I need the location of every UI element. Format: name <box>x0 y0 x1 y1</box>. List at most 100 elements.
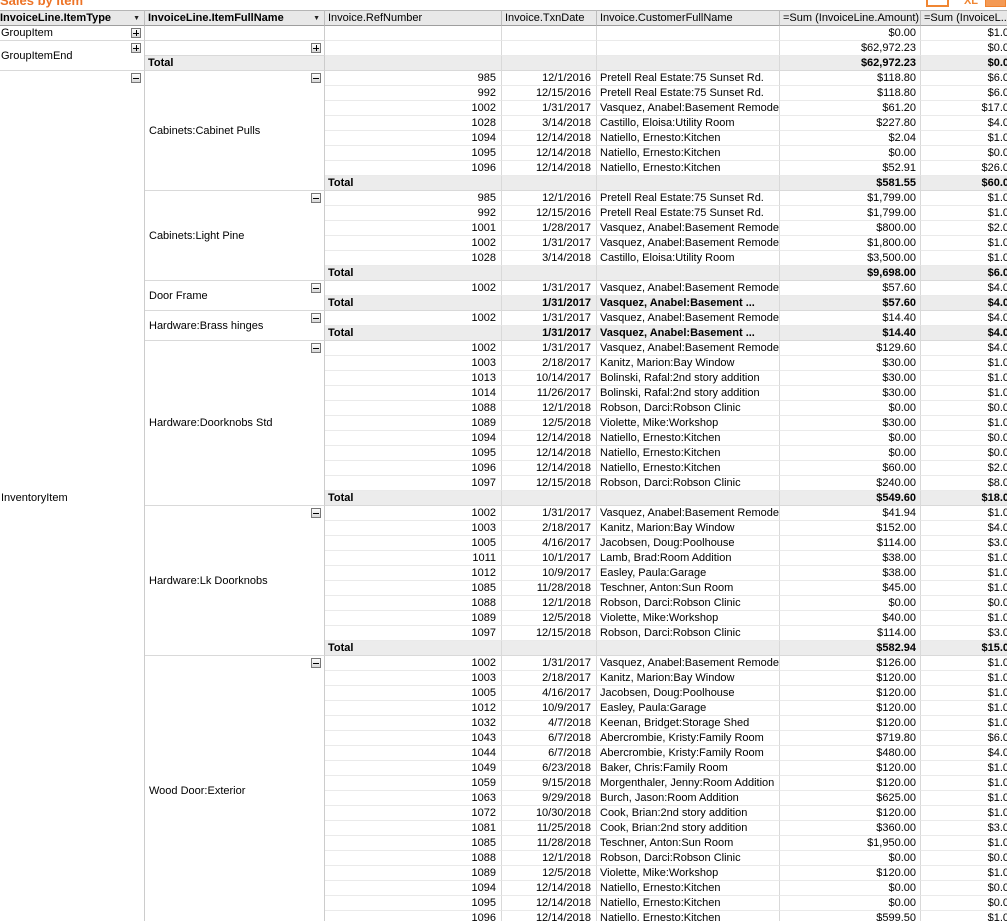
column-header-1[interactable]: InvoiceLine.ItemType ▼ <box>0 10 145 26</box>
customer-cell[interactable]: Vasquez, Anabel:Basement Remodel <box>597 506 780 521</box>
txn-date-cell[interactable]: 12/14/2018 <box>502 461 597 476</box>
customer-cell[interactable]: Easley, Paula:Garage <box>597 701 780 716</box>
txn-date-cell[interactable]: 12/1/2018 <box>502 401 597 416</box>
ref-number-cell[interactable]: 985 <box>325 71 502 86</box>
ref-number-cell[interactable]: 1002 <box>325 236 502 251</box>
customer-cell[interactable]: Vasquez, Anabel:Basement Remodel <box>597 656 780 671</box>
item-fullname-cell[interactable]: Hardware:Brass hinges <box>145 311 325 341</box>
chart-type-icon[interactable] <box>926 0 949 7</box>
customer-cell[interactable]: Vasquez, Anabel:Basement Remodel <box>597 236 780 251</box>
ref-number-cell[interactable] <box>325 41 502 56</box>
item-fullname-cell[interactable] <box>145 26 325 41</box>
customer-cell[interactable]: Natiello, Ernesto:Kitchen <box>597 911 780 921</box>
customer-cell[interactable]: Natiello, Ernesto:Kitchen <box>597 446 780 461</box>
customer-cell[interactable]: Easley, Paula:Garage <box>597 566 780 581</box>
customer-cell[interactable]: Burch, Jason:Room Addition <box>597 791 780 806</box>
customer-cell[interactable]: Robson, Darci:Robson Clinic <box>597 851 780 866</box>
customer-cell[interactable]: Lamb, Brad:Room Addition <box>597 551 780 566</box>
customer-cell[interactable]: Jacobsen, Doug:Poolhouse <box>597 536 780 551</box>
expand-button[interactable] <box>311 43 321 53</box>
customer-cell[interactable]: Vasquez, Anabel:Basement Remodel <box>597 341 780 356</box>
column-header-3[interactable]: Invoice.RefNumber <box>325 10 502 26</box>
ref-number-cell[interactable]: 1095 <box>325 896 502 911</box>
ref-number-cell[interactable]: 1002 <box>325 506 502 521</box>
customer-cell[interactable]: Abercrombie, Kristy:Family Room <box>597 731 780 746</box>
customer-cell[interactable]: Robson, Darci:Robson Clinic <box>597 476 780 491</box>
customer-cell[interactable]: Robson, Darci:Robson Clinic <box>597 401 780 416</box>
customer-cell[interactable]: Castillo, Eloisa:Utility Room <box>597 251 780 266</box>
collapse-button[interactable] <box>311 73 321 83</box>
txn-date-cell[interactable] <box>502 26 597 41</box>
customer-cell[interactable]: Violette, Mike:Workshop <box>597 866 780 881</box>
txn-date-cell[interactable]: 12/14/2018 <box>502 146 597 161</box>
txn-date-cell[interactable]: 6/7/2018 <box>502 746 597 761</box>
customer-cell[interactable]: Bolinski, Rafal:2nd story addition <box>597 386 780 401</box>
txn-date-cell[interactable]: 1/31/2017 <box>502 281 597 296</box>
customer-cell[interactable]: Kanitz, Marion:Bay Window <box>597 356 780 371</box>
txn-date-cell[interactable]: 12/14/2018 <box>502 881 597 896</box>
ref-number-cell[interactable]: 1002 <box>325 341 502 356</box>
ref-number-cell[interactable]: 1063 <box>325 791 502 806</box>
customer-cell[interactable]: Pretell Real Estate:75 Sunset Rd. <box>597 206 780 221</box>
txn-date-cell[interactable]: 1/31/2017 <box>502 506 597 521</box>
customer-cell[interactable]: Jacobsen, Doug:Poolhouse <box>597 686 780 701</box>
ref-number-cell[interactable]: 1096 <box>325 461 502 476</box>
txn-date-cell[interactable]: 12/14/2018 <box>502 896 597 911</box>
ref-number-cell[interactable]: 1089 <box>325 416 502 431</box>
txn-date-cell[interactable]: 9/15/2018 <box>502 776 597 791</box>
customer-cell[interactable]: Robson, Darci:Robson Clinic <box>597 596 780 611</box>
customer-cell[interactable]: Natiello, Ernesto:Kitchen <box>597 146 780 161</box>
ref-number-cell[interactable]: 1089 <box>325 866 502 881</box>
ref-number-cell[interactable]: 1088 <box>325 851 502 866</box>
txn-date-cell[interactable]: 1/31/2017 <box>502 236 597 251</box>
excel-export-icon[interactable]: XL <box>963 0 978 7</box>
ref-number-cell[interactable]: 1085 <box>325 836 502 851</box>
item-fullname-cell[interactable] <box>145 41 325 56</box>
column-dropdown-icon[interactable]: ▼ <box>313 15 320 22</box>
expand-button[interactable] <box>131 43 141 53</box>
customer-cell[interactable]: Cook, Brian:2nd story addition <box>597 806 780 821</box>
customer-cell[interactable]: Vasquez, Anabel:Basement Remodel <box>597 311 780 326</box>
ref-number-cell[interactable]: 1043 <box>325 731 502 746</box>
item-fullname-cell[interactable]: Cabinets:Light Pine <box>145 191 325 281</box>
item-type-cell[interactable]: GroupItem <box>0 26 145 41</box>
customer-cell[interactable]: Natiello, Ernesto:Kitchen <box>597 161 780 176</box>
column-header-6[interactable]: =Sum (InvoiceLine.Amount) <box>780 10 921 26</box>
customer-cell[interactable]: Natiello, Ernesto:Kitchen <box>597 896 780 911</box>
ref-number-cell[interactable]: 1003 <box>325 671 502 686</box>
txn-date-cell[interactable]: 1/31/2017 <box>502 656 597 671</box>
ref-number-cell[interactable]: 1094 <box>325 431 502 446</box>
customer-cell[interactable]: Teschner, Anton:Sun Room <box>597 836 780 851</box>
collapse-button[interactable] <box>311 508 321 518</box>
item-fullname-cell[interactable]: Wood Door:Exterior <box>145 656 325 921</box>
customer-cell[interactable]: Natiello, Ernesto:Kitchen <box>597 461 780 476</box>
collapse-button[interactable] <box>311 313 321 323</box>
txn-date-cell[interactable]: 3/14/2018 <box>502 116 597 131</box>
ref-number-cell[interactable]: 1005 <box>325 686 502 701</box>
txn-date-cell[interactable]: 12/15/2016 <box>502 206 597 221</box>
ref-number-cell[interactable]: 1013 <box>325 371 502 386</box>
ref-number-cell[interactable]: 1002 <box>325 656 502 671</box>
txn-date-cell[interactable]: 12/14/2018 <box>502 131 597 146</box>
collapse-button[interactable] <box>131 73 141 83</box>
item-type-cell[interactable]: GroupItemEnd <box>0 41 145 71</box>
txn-date-cell[interactable]: 12/14/2018 <box>502 911 597 921</box>
customer-cell[interactable]: Violette, Mike:Workshop <box>597 611 780 626</box>
customer-cell[interactable] <box>597 26 780 41</box>
txn-date-cell[interactable]: 10/9/2017 <box>502 566 597 581</box>
ref-number-cell[interactable]: 1005 <box>325 536 502 551</box>
customer-cell[interactable]: Abercrombie, Kristy:Family Room <box>597 746 780 761</box>
ref-number-cell[interactable]: 992 <box>325 206 502 221</box>
item-fullname-cell[interactable]: Hardware:Lk Doorknobs <box>145 506 325 656</box>
txn-date-cell[interactable]: 4/7/2018 <box>502 716 597 731</box>
item-fullname-cell[interactable]: Door Frame <box>145 281 325 311</box>
collapse-button[interactable] <box>311 343 321 353</box>
ref-number-cell[interactable]: 1096 <box>325 161 502 176</box>
customer-cell[interactable]: Bolinski, Rafal:2nd story addition <box>597 371 780 386</box>
txn-date-cell[interactable]: 11/25/2018 <box>502 821 597 836</box>
ref-number-cell[interactable]: 1072 <box>325 806 502 821</box>
txn-date-cell[interactable]: 9/29/2018 <box>502 791 597 806</box>
ref-number-cell[interactable]: 1028 <box>325 116 502 131</box>
customer-cell[interactable]: Robson, Darci:Robson Clinic <box>597 626 780 641</box>
ref-number-cell[interactable]: 1094 <box>325 131 502 146</box>
